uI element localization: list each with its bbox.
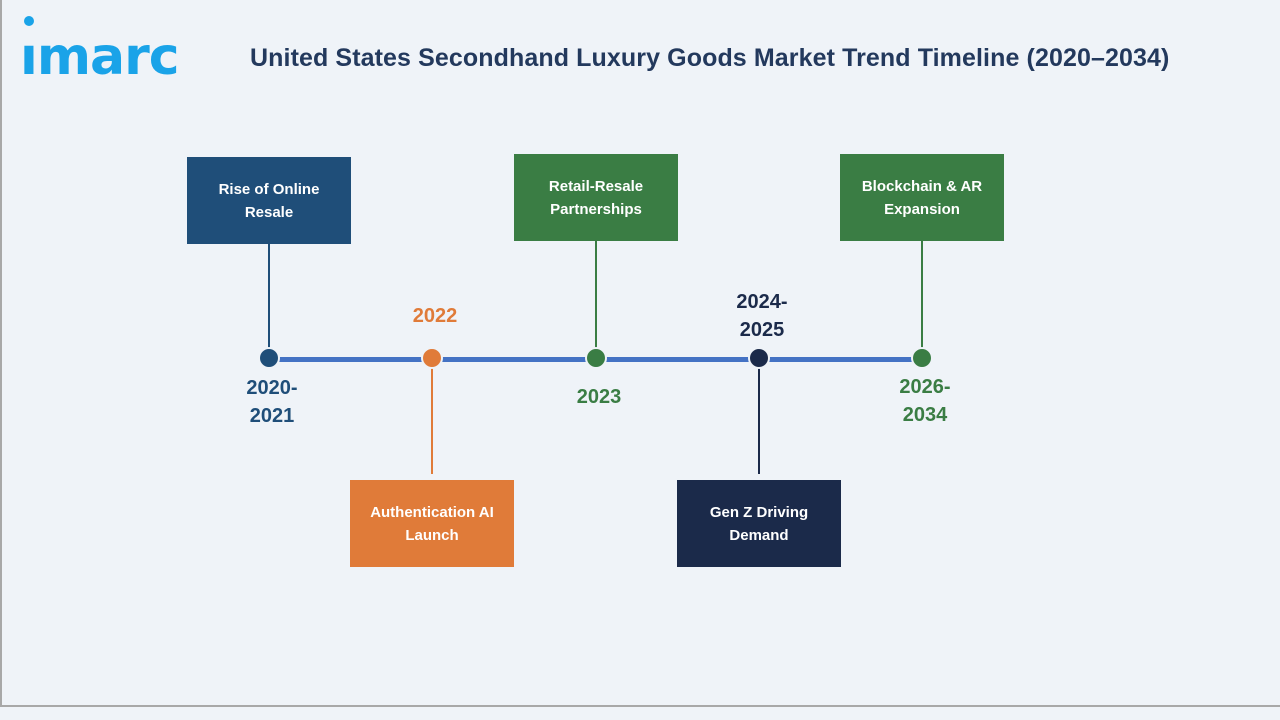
milestone-dot: [748, 347, 770, 369]
milestone-box: Retail-Resale Partnerships: [514, 154, 678, 241]
milestone-year: 2022: [412, 305, 458, 327]
milestone-box: Rise of Online Resale: [187, 157, 351, 244]
milestone-label: Retail-Resale Partnerships: [548, 177, 644, 218]
connector-line: [268, 244, 270, 358]
milestone-year: 2020- 2021: [246, 377, 298, 427]
page-title: United States Secondhand Luxury Goods Ma…: [250, 44, 1170, 72]
connector-line: [595, 241, 597, 358]
connector-line: [431, 360, 433, 474]
svg-text:ımarc: ımarc: [20, 27, 179, 82]
milestone-year: 2024- 2025: [736, 291, 788, 341]
milestone-dot: [258, 347, 280, 369]
milestone-dot: [421, 347, 443, 369]
milestone-label: Gen Z Driving Demand: [709, 503, 809, 544]
milestone-year: 2023: [576, 386, 622, 408]
milestone-box: Blockchain & AR Expansion: [840, 154, 1004, 241]
milestone-dot: [911, 347, 933, 369]
milestone-box: Gen Z Driving Demand: [677, 480, 841, 567]
milestone-dot: [585, 347, 607, 369]
milestone-year: 2026- 2034: [899, 376, 951, 426]
imarc-logo: ımarc: [20, 16, 180, 82]
connector-line: [758, 360, 760, 474]
milestone-label: Authentication AI Launch: [370, 503, 494, 544]
milestone-label: Rise of Online Resale: [218, 180, 320, 221]
milestone-box: Authentication AI Launch: [350, 480, 514, 567]
milestone-label: Blockchain & AR Expansion: [861, 177, 983, 218]
connector-line: [921, 241, 923, 358]
